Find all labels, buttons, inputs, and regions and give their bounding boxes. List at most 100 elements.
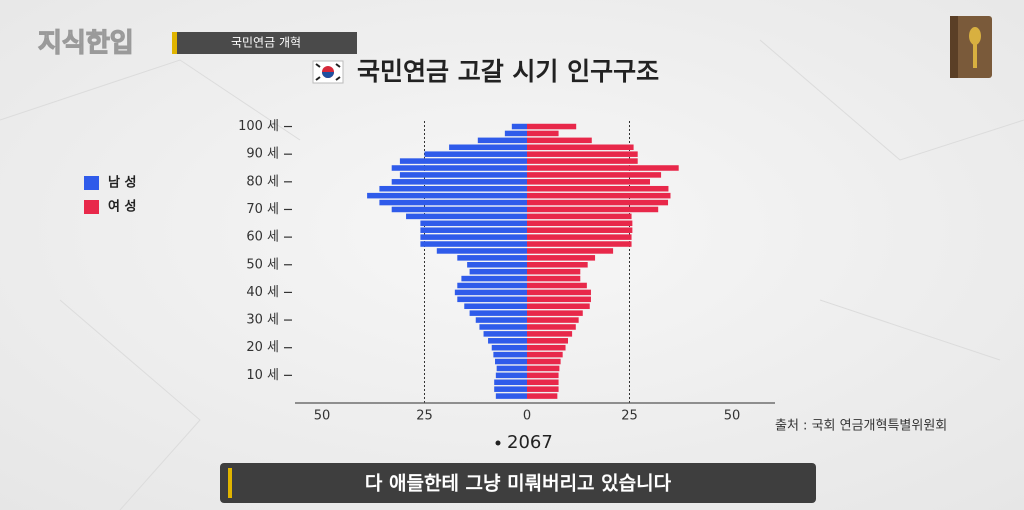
legend-swatch xyxy=(84,200,99,214)
x-tick-label: 25 xyxy=(621,409,638,424)
bar xyxy=(367,192,527,199)
bar xyxy=(495,358,527,365)
bar xyxy=(391,179,527,185)
tag-box xyxy=(172,32,357,54)
bar xyxy=(527,310,583,316)
bar xyxy=(527,338,568,344)
y-tick-label: 80 세 xyxy=(246,174,279,189)
tag-text: 국민연금 개혁 xyxy=(231,36,301,50)
bar xyxy=(477,137,527,144)
bar xyxy=(391,206,527,213)
bar xyxy=(527,220,633,227)
bar xyxy=(527,137,592,144)
bar xyxy=(527,248,614,254)
bar xyxy=(527,324,576,330)
bar xyxy=(420,241,527,247)
caption-text: 다 애들한테 그냥 미뤄버리고 있습니다 xyxy=(365,473,672,495)
bar xyxy=(527,358,561,365)
x-tick-label: 50 xyxy=(724,409,741,424)
bar xyxy=(527,386,559,392)
bar xyxy=(420,234,527,240)
bar xyxy=(483,331,527,337)
bar xyxy=(527,351,563,358)
bar xyxy=(424,151,527,157)
bar xyxy=(469,268,527,275)
bar xyxy=(527,234,632,240)
bar xyxy=(379,199,527,206)
bar xyxy=(527,365,560,372)
bar xyxy=(527,158,638,164)
bar xyxy=(457,282,527,289)
bar xyxy=(491,344,527,351)
bar xyxy=(527,227,633,233)
tag-accent xyxy=(172,32,177,54)
x-tick-label: 0 xyxy=(523,409,531,424)
bar xyxy=(527,262,588,268)
bar xyxy=(527,241,632,247)
book-icon xyxy=(950,16,992,78)
bar xyxy=(406,213,527,220)
bar xyxy=(527,282,587,289)
paper-creases xyxy=(0,39,1024,510)
bar xyxy=(494,379,527,386)
bar xyxy=(527,344,566,351)
bar xyxy=(504,130,527,137)
bar xyxy=(495,393,527,399)
bar xyxy=(488,338,527,344)
y-tick-label: 10 세 xyxy=(246,368,279,383)
y-tick-label: 40 세 xyxy=(246,285,279,300)
bar xyxy=(436,248,527,254)
caption-accent xyxy=(228,468,232,498)
legend-label: 여 성 xyxy=(108,199,136,215)
bar xyxy=(479,324,527,330)
bar xyxy=(527,289,591,296)
plot: 0 25 25 50 50 10 세 20 세 30 세 40 세 50 세 60 세 70 세 80 … xyxy=(238,119,775,424)
bar xyxy=(469,310,527,316)
bar xyxy=(494,386,527,392)
bar xyxy=(527,303,590,309)
bar xyxy=(457,296,527,303)
bar xyxy=(454,289,527,296)
chart-title: 국민연금 고갈 시기 인구구조 xyxy=(357,57,659,86)
legend-swatch xyxy=(84,176,99,190)
x-tick-label: 50 xyxy=(314,409,331,424)
x-tick-label: 25 xyxy=(416,409,433,424)
y-tick-label: 20 세 xyxy=(246,340,279,355)
bar xyxy=(527,144,634,151)
bar xyxy=(420,227,527,233)
brand-logo: 지식한입 xyxy=(38,29,134,59)
bar xyxy=(527,331,573,337)
bar xyxy=(527,275,581,282)
bar xyxy=(527,123,577,130)
bar xyxy=(527,317,579,323)
bar xyxy=(527,206,659,213)
y-tick-label: 100 세 xyxy=(238,119,279,134)
bar xyxy=(527,172,662,178)
bar xyxy=(527,199,669,206)
bar xyxy=(449,144,527,151)
legend: 남 성여 성 xyxy=(84,175,136,215)
bar xyxy=(399,158,527,164)
bar xyxy=(496,365,527,372)
caption-box xyxy=(220,463,816,503)
flag-icon xyxy=(312,60,344,84)
bar xyxy=(493,351,527,358)
y-tick-label: 30 세 xyxy=(246,313,279,328)
bar xyxy=(527,179,650,185)
source-note: 출처 : 국회 연금개혁특별위원회 xyxy=(775,419,947,434)
bar xyxy=(461,275,527,282)
bar xyxy=(420,220,527,227)
y-tick-label: 90 세 xyxy=(246,147,279,162)
bar xyxy=(527,372,559,379)
legend-label: 남 성 xyxy=(108,175,136,191)
bar xyxy=(527,296,591,303)
bar xyxy=(527,393,558,399)
bar xyxy=(527,255,596,261)
bar xyxy=(399,172,527,178)
annotation-bullet xyxy=(495,440,501,446)
bar xyxy=(527,268,581,275)
bar xyxy=(527,192,671,199)
